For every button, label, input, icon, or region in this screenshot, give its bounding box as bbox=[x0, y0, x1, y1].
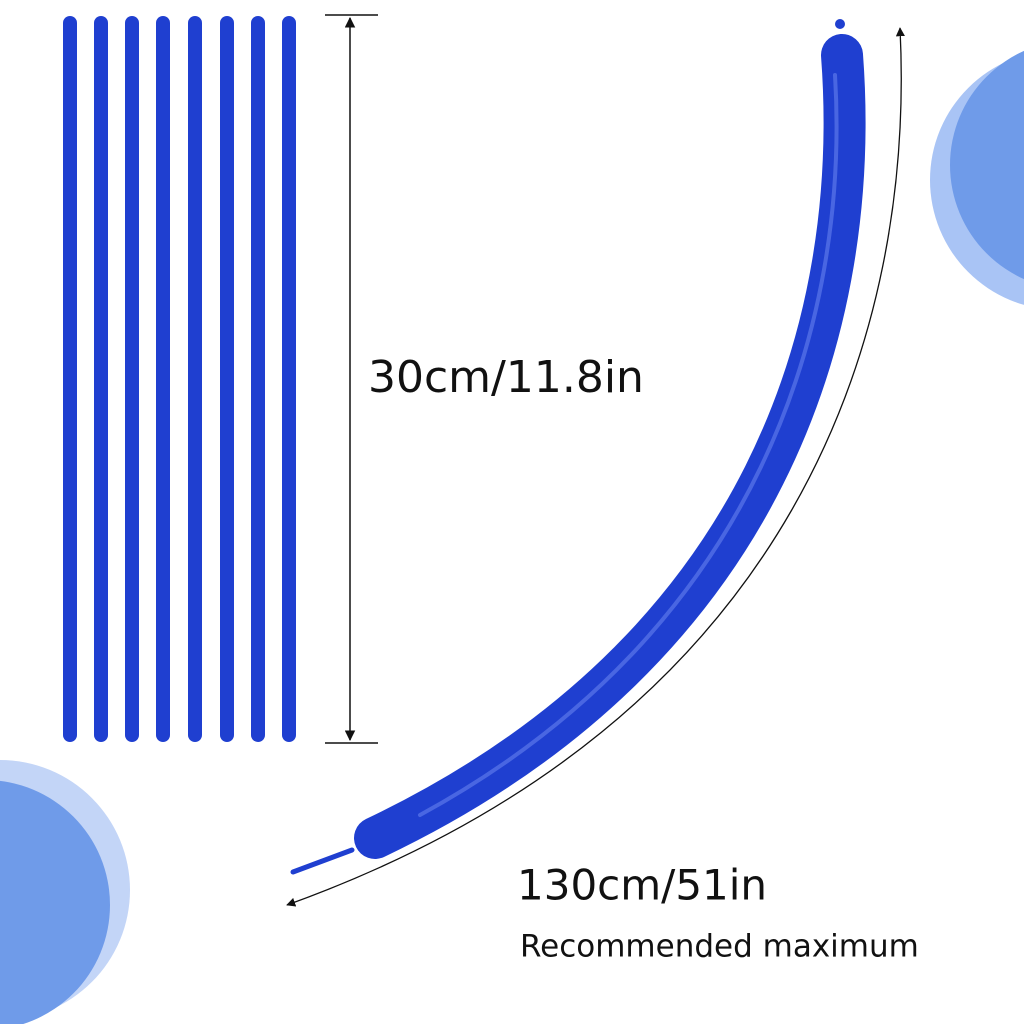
dimension-arc bbox=[286, 27, 905, 907]
short-length-label: 30cm/11.8in bbox=[368, 352, 644, 403]
decor-circle bbox=[0, 780, 110, 1024]
balloon bbox=[220, 16, 234, 742]
balloon bbox=[251, 16, 265, 742]
balloon bbox=[156, 16, 170, 742]
caption: Recommended maximum bbox=[520, 929, 919, 965]
inflated-balloon bbox=[354, 34, 866, 859]
balloon bbox=[63, 16, 77, 742]
long-length-label: 130cm/51in bbox=[517, 861, 767, 910]
balloon bbox=[125, 16, 139, 742]
balloon-tail bbox=[290, 847, 355, 875]
decor-circle bbox=[950, 50, 1024, 280]
balloon-knot bbox=[835, 19, 845, 29]
balloon bbox=[282, 16, 296, 742]
balloon bbox=[188, 16, 202, 742]
balloon bbox=[94, 16, 108, 742]
uninflated-balloons bbox=[63, 16, 296, 742]
